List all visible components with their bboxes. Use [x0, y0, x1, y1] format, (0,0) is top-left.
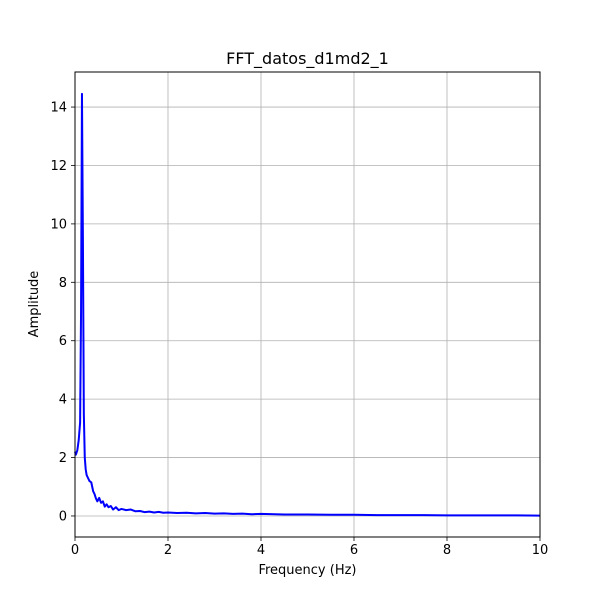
- y-tick-label: 6: [59, 334, 67, 349]
- x-tick-label: 6: [350, 543, 358, 558]
- series-layer: [74, 92, 541, 517]
- tick-labels: 0 2 4 6 8 10 0 2 4 6 8 10 12 14: [50, 101, 548, 558]
- y-tick-label: 12: [50, 159, 67, 174]
- y-axis-label: Amplitude: [27, 271, 42, 338]
- y-tick-label: 14: [50, 101, 67, 116]
- x-axis-label: Frequency (Hz): [258, 563, 356, 578]
- fft-amplitude-line: [74, 92, 541, 517]
- x-tick-label: 8: [443, 543, 451, 558]
- x-tick-label: 4: [257, 543, 265, 558]
- x-tick-label: 0: [71, 543, 79, 558]
- plot-frame: [74, 71, 541, 538]
- chart-title: FFT_datos_d1md2_1: [226, 49, 389, 69]
- y-tick-label: 2: [59, 451, 67, 466]
- y-tick-label: 0: [59, 509, 67, 524]
- tick-marks: [71, 106, 541, 541]
- y-tick-label: 4: [59, 393, 67, 408]
- y-tick-label: 10: [50, 217, 67, 232]
- y-tick-label: 8: [59, 276, 67, 291]
- x-tick-label: 2: [164, 543, 172, 558]
- x-tick-label: 10: [532, 543, 549, 558]
